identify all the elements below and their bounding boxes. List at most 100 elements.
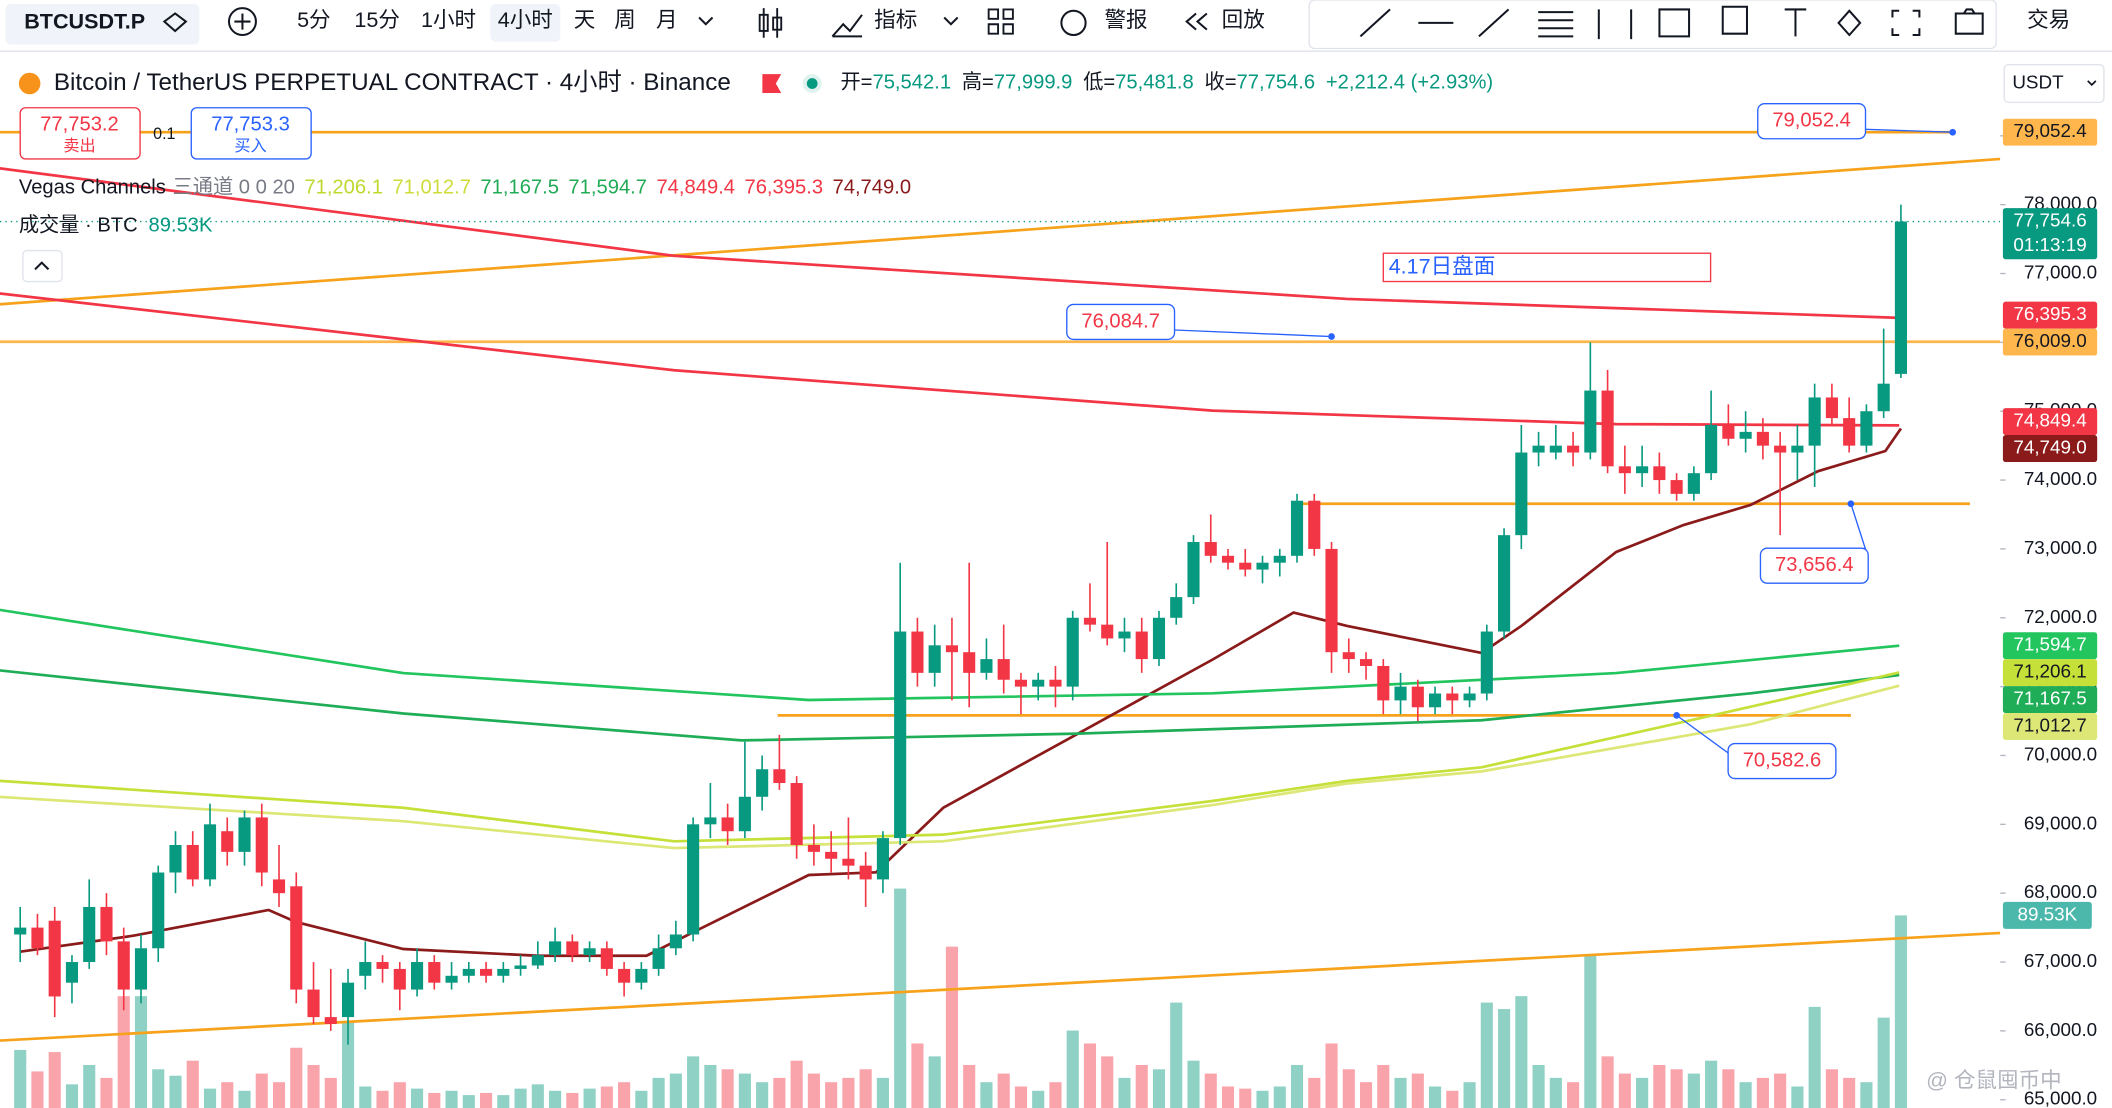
currency[interactable]: USDT (2012, 71, 2064, 92)
chart-type-icon[interactable] (758, 8, 783, 38)
sell-price[interactable]: 77,753.2 (40, 114, 119, 136)
ohlc-value: 77,754.6 (1237, 72, 1316, 94)
candle-body (410, 962, 424, 990)
callout-box[interactable] (1727, 742, 1837, 780)
buy-label[interactable]: 买入 (234, 137, 266, 155)
volume-bar (1170, 1002, 1183, 1108)
interval-dropdown[interactable] (698, 16, 714, 26)
candle-body (1428, 693, 1442, 708)
callout-label[interactable]: 70,582.6 (1743, 749, 1822, 771)
volume-bar (1204, 1073, 1217, 1108)
callout-label[interactable]: 76,084.7 (1081, 310, 1160, 332)
indicator-params: 三通道 0 0 20 (173, 176, 295, 199)
candle-body (876, 838, 889, 880)
interval[interactable]: 4小时 (498, 7, 553, 32)
candle-body (1515, 452, 1528, 536)
interval[interactable]: 5分 (297, 7, 331, 32)
candle-body (825, 851, 838, 859)
volume-bar (859, 1069, 872, 1108)
volume-bar (1498, 1009, 1511, 1108)
ohlc-label: 低= (1083, 71, 1115, 94)
buy-price[interactable]: 77,753.3 (211, 114, 290, 136)
annotation-box[interactable] (1382, 252, 1712, 283)
currency-box[interactable] (2003, 63, 2105, 104)
favorite-icon[interactable] (162, 12, 188, 33)
layout-icon[interactable] (987, 8, 1014, 35)
interval[interactable]: 15分 (354, 7, 400, 32)
volume-bar (14, 1049, 27, 1108)
callout-anchor (1673, 711, 1680, 719)
y-tick-label: 67,000.0 (2024, 950, 2097, 971)
candle-body (1825, 397, 1838, 419)
candle-body (134, 948, 148, 990)
volume-bar (445, 1090, 458, 1108)
candle-body (669, 934, 682, 949)
volume-bar (1705, 1060, 1718, 1108)
indicator-dropdown[interactable] (943, 16, 959, 26)
volume-bar (272, 1082, 286, 1108)
candle-body (1135, 631, 1148, 660)
trade-button[interactable]: 交易 (2027, 7, 2070, 32)
flag-icon[interactable] (762, 74, 782, 93)
collapse-button[interactable] (22, 249, 63, 283)
sell-label[interactable]: 卖出 (63, 137, 95, 155)
alert-button[interactable]: 警报 (1104, 7, 1147, 32)
interval[interactable]: 月 (656, 7, 678, 32)
volume-bar (1480, 1002, 1493, 1108)
ohlc-value: 77,999.9 (994, 72, 1073, 94)
candle-body (531, 955, 544, 966)
price-tag (2002, 118, 2098, 146)
candle-body (1290, 500, 1304, 556)
candle-body (945, 645, 958, 653)
volume-bar (428, 1092, 441, 1108)
volume-bar (566, 1092, 579, 1108)
callout-box[interactable] (1757, 103, 1867, 140)
indicator-value: 74,749.0 (832, 177, 911, 199)
callout-box[interactable] (1066, 303, 1176, 341)
interval[interactable]: 周 (614, 7, 636, 32)
callout-anchor (1847, 500, 1855, 508)
indicator-value: 71,012.7 (392, 177, 471, 199)
interval[interactable]: 1小时 (421, 7, 476, 32)
candle-body (1118, 631, 1131, 639)
callout-box[interactable] (1759, 547, 1869, 584)
candle-body (1532, 445, 1545, 453)
indicator-icon[interactable] (831, 14, 863, 38)
price-tag-label: 76,395.3 (2013, 303, 2086, 324)
candle-body (1273, 555, 1286, 563)
volume-bar (583, 1088, 596, 1108)
candle-body (359, 962, 372, 976)
sell-box[interactable] (19, 107, 141, 160)
volume-bar (324, 1077, 337, 1108)
screen-tools[interactable] (1891, 8, 1984, 37)
indicator-line (0, 684, 1900, 850)
candle-body (203, 824, 217, 880)
alert-icon[interactable] (1060, 9, 1087, 37)
ohlc-label: 开= (840, 72, 872, 94)
interval[interactable]: 天 (574, 7, 596, 32)
indicator-value: 71,206.1 (304, 177, 383, 199)
callout-label[interactable]: 79,052.4 (1772, 110, 1851, 132)
replay-icon[interactable] (1185, 12, 1208, 31)
volume-bar (842, 1077, 855, 1108)
add-symbol-icon[interactable] (227, 7, 257, 37)
volume-bar (1653, 1064, 1666, 1108)
candle-body (341, 982, 355, 1018)
drawing-tools[interactable] (1359, 5, 1862, 40)
symbol[interactable]: BTCUSDT.P (24, 9, 145, 34)
price-tag (2002, 328, 2098, 356)
volume-bar (1825, 1069, 1838, 1108)
price-tag-label: 76,009.0 (2013, 330, 2086, 351)
candle-body (1756, 431, 1769, 446)
symbol-box[interactable] (5, 4, 200, 45)
callout-label[interactable]: 73,656.4 (1775, 554, 1854, 576)
price-tag (2002, 208, 2098, 260)
price-tag (2002, 632, 2098, 660)
indicators-button[interactable]: 指标 (874, 7, 917, 32)
price-tag-label: 71,594.7 (2013, 634, 2086, 655)
buy-box[interactable] (190, 107, 312, 160)
annotation[interactable]: 4.17日盘面 (1389, 254, 1496, 279)
callout-anchor (1949, 128, 1957, 136)
replay-button[interactable]: 回放 (1222, 7, 1265, 32)
candle-body (1722, 424, 1735, 439)
